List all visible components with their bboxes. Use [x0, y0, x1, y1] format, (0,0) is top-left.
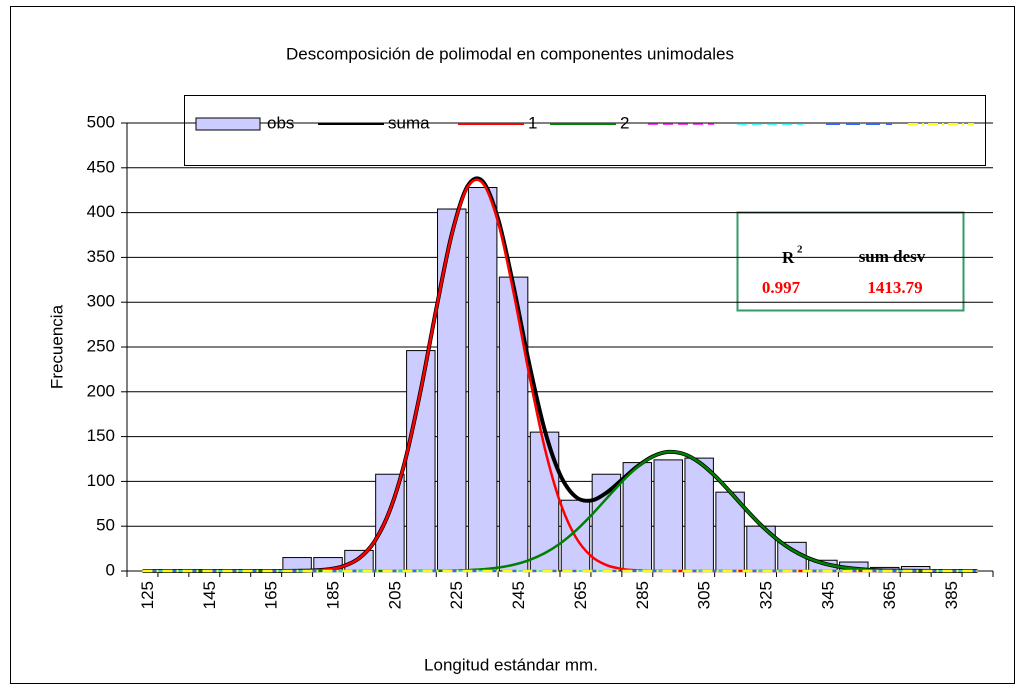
y-tick-label: 400 [87, 202, 115, 221]
bar [622, 462, 653, 572]
bar [375, 473, 405, 572]
y-tick-label: 50 [96, 516, 115, 535]
y-axis-label: Frecuencia [47, 304, 66, 389]
x-tick-label: 125 [138, 581, 157, 609]
y-tick-label: 100 [87, 471, 115, 490]
legend-label: 1 [528, 113, 537, 132]
y-tick-label: 0 [106, 560, 115, 579]
legend-swatch [195, 117, 261, 131]
legend-label: obs [267, 113, 294, 132]
x-tick-label: 185 [324, 581, 343, 609]
y-tick-label: 300 [87, 292, 115, 311]
x-axis-label: Longitud estándar mm. [424, 655, 598, 674]
bar [437, 208, 467, 572]
x-tick-label: 245 [509, 581, 528, 609]
bar [529, 431, 560, 572]
y-tick-label: 500 [87, 112, 115, 131]
x-tick-label: 305 [695, 581, 714, 609]
y-tick-label: 250 [87, 336, 115, 355]
bar [467, 187, 498, 572]
chart-title: Descomposición de polimodal en component… [286, 44, 734, 63]
r2-value: 0.997 [762, 278, 801, 297]
legend-label: suma [388, 113, 430, 132]
x-tick-label: 365 [880, 581, 899, 609]
x-tick-label: 285 [633, 581, 652, 609]
sum-value: 1413.79 [867, 278, 922, 297]
x-tick-label: 325 [757, 581, 776, 609]
legend-label: 2 [620, 113, 629, 132]
legend [184, 95, 986, 166]
sum-label: sum desv [859, 247, 926, 266]
x-tick-label: 145 [200, 581, 219, 609]
y-tick-label: 350 [87, 247, 115, 266]
x-tick-label: 225 [447, 581, 466, 609]
x-tick-label: 345 [818, 581, 837, 609]
y-tick-label: 450 [87, 157, 115, 176]
x-tick-label: 265 [571, 581, 590, 609]
x-tick-label: 165 [262, 581, 281, 609]
bar [684, 457, 714, 572]
bar [498, 276, 529, 572]
fit-box [736, 211, 965, 312]
bar [653, 459, 683, 572]
y-tick-label: 200 [87, 381, 115, 400]
x-tick-label: 205 [385, 581, 404, 609]
x-tick-label: 385 [942, 581, 961, 609]
r2-exponent: 2 [797, 244, 803, 256]
y-tick-label: 150 [87, 426, 115, 445]
